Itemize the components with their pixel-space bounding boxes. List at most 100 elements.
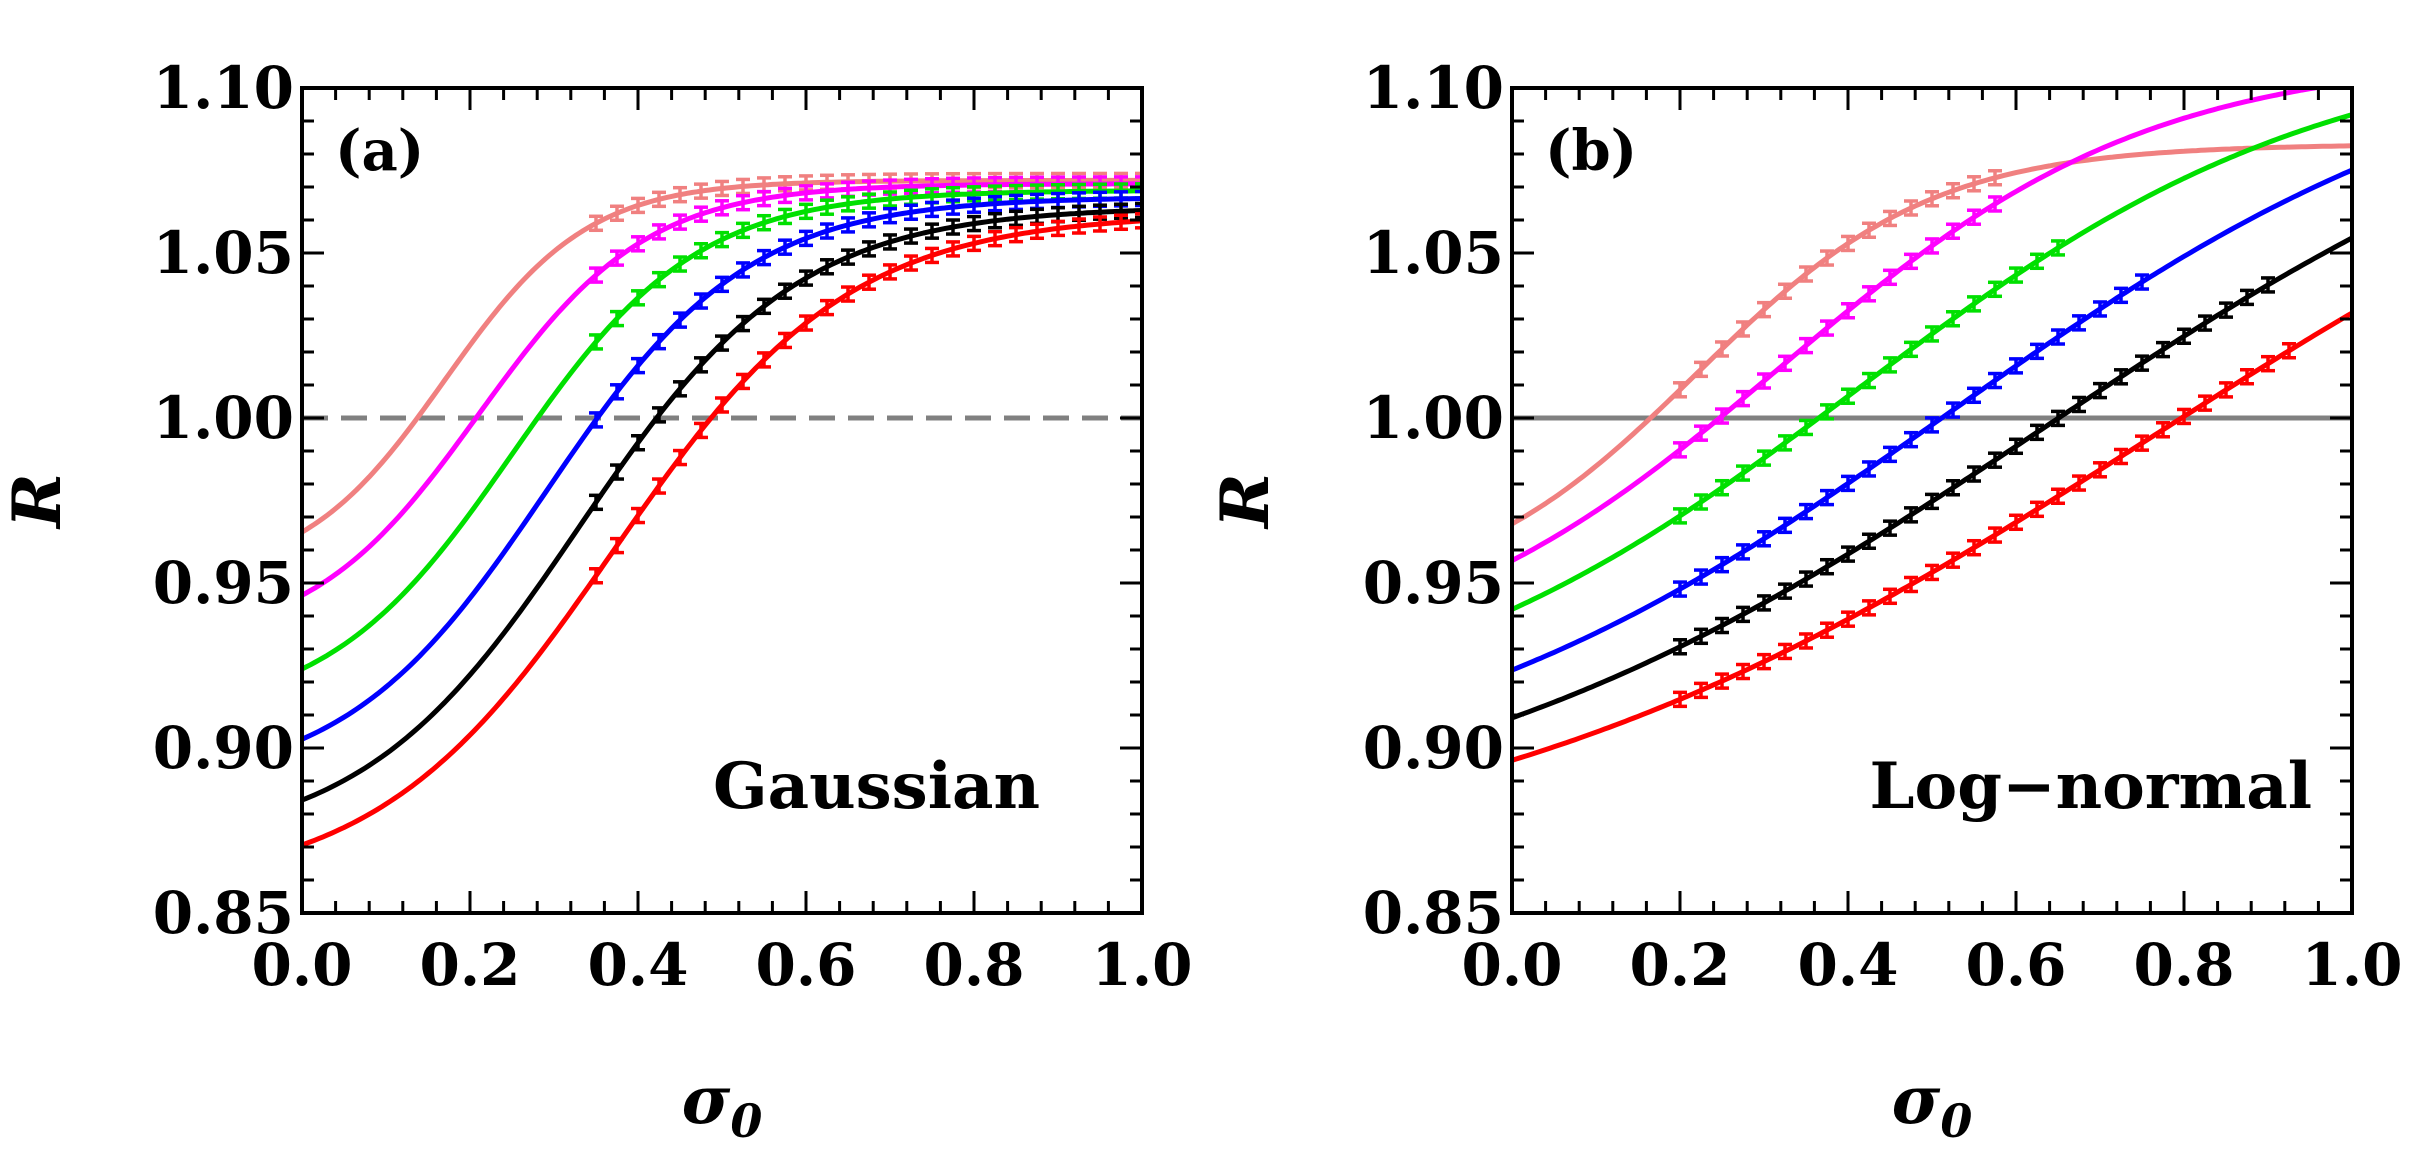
x-axis-title: σ0 [1892,1061,1973,1148]
series-5-point [610,536,624,555]
series-2-curve [302,188,1142,672]
series-5-point [1135,212,1142,230]
series-2-point [631,289,645,307]
series-3-point [1904,430,1918,449]
series-2-point [736,221,750,240]
series-5-point [925,246,939,265]
series-5-point [1967,538,1981,557]
series-4-point [2135,354,2149,372]
series-3-point [589,411,603,429]
series-4-point [1904,506,1918,524]
series-3-point [1967,386,1981,405]
series-5-point [988,229,1002,248]
series-0-point [652,190,666,209]
series-4-point [1946,479,1960,497]
series-5-curve [1512,310,2352,763]
series-5-point [1988,526,2002,544]
series-1-point [799,184,813,202]
series-4-point [736,314,750,333]
series-2-point [673,255,687,273]
series-2-point [1862,371,1876,390]
series-5-point [1694,681,1708,700]
y-tick-label: 0.95 [153,549,294,617]
panel-a: 0.0 0.2 0.4 0.6 0.8 1.0 0.85 0.90 0.95 1.00 1.05 1.… [0,54,1192,1148]
series-5-point [715,396,729,414]
series-5-point [2030,500,2044,519]
series-4-point [610,463,624,481]
series-2-point [1925,325,1939,343]
series-3-point [1946,401,1960,419]
series-5-point [694,421,708,440]
series-3-point [2072,314,2086,332]
series-2-point [2051,239,2065,257]
series-4-point [1694,627,1708,646]
series-4-point [862,240,876,258]
series-4-point [1009,209,1023,228]
series-2-point [1988,280,2002,299]
series-4-point [652,406,666,424]
series-5-point [589,567,603,585]
series-5-point [820,298,834,317]
series-1-point [757,189,771,208]
series-1-point [778,186,792,205]
series-4-point [2051,409,2065,428]
y-tick-label: 1.05 [153,219,294,287]
series-1-point [1883,268,1897,287]
y-tick-label: 1.00 [1363,384,1504,452]
series-0-point [1694,360,1708,379]
series-2-point [778,207,792,226]
series-3-point [652,332,666,351]
series-2-point [2009,266,2023,284]
series-0-point [1736,320,1750,338]
series-2-point [1820,403,1834,421]
series-5-point [1093,215,1107,233]
series-3-point [1009,193,1023,212]
series-4-point [925,222,939,240]
series-5-point [2240,367,2254,386]
x-tick-label: 0.8 [924,931,1025,999]
series-3-point [988,194,1002,213]
series-3-point [1799,502,1813,521]
series-3-point [736,261,750,279]
series-0-point [1925,190,1939,208]
series-4-point [1135,201,1142,220]
plot-area [302,171,1142,848]
x-tick-label: 0.6 [756,931,857,999]
distribution-label: Gaussian [713,749,1040,824]
series-2-point [1904,340,1918,359]
y-tick-label: 0.85 [1363,879,1504,947]
series-3-point [2093,300,2107,318]
series-1-point [652,223,666,241]
series-5-point [1051,219,1065,238]
series-3-point [925,200,939,219]
series-5-point [1925,563,1939,582]
series-3-point [1778,516,1792,535]
series-5-point [2135,434,2149,452]
panel-b: 0.0 0.2 0.4 0.6 0.8 1.0 0.85 0.90 0.95 1.00 1.05 1.… [1206,54,2402,1148]
y-tick-label: 0.90 [153,714,294,782]
series-0-point [673,185,687,204]
series-3-point [841,216,855,234]
series-1-point [1778,354,1792,373]
series-3-point [1135,189,1142,208]
series-5-point [736,372,750,391]
series-0-point [1862,221,1876,239]
series-3-point [1883,445,1897,464]
series-3-point [2009,357,2023,375]
series-5-point [1799,632,1813,650]
series-1-point [736,193,750,212]
series-1-point [673,213,687,231]
y-tick-label: 1.05 [1363,219,1504,287]
series-2-point [1778,434,1792,452]
series-4-point [904,227,918,245]
x-tick-label: 0.4 [1798,931,1899,999]
series-4-point [988,211,1002,230]
series-4-point [778,282,792,300]
series-2-point [1757,449,1771,467]
x-tick-label: 0.8 [2134,931,2235,999]
series-3-point [610,383,624,401]
series-4-point [1967,465,1981,483]
series-0-point [1757,300,1771,319]
series-3-point [883,206,897,225]
